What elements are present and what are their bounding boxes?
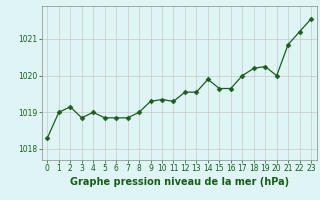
X-axis label: Graphe pression niveau de la mer (hPa): Graphe pression niveau de la mer (hPa) — [70, 177, 289, 187]
